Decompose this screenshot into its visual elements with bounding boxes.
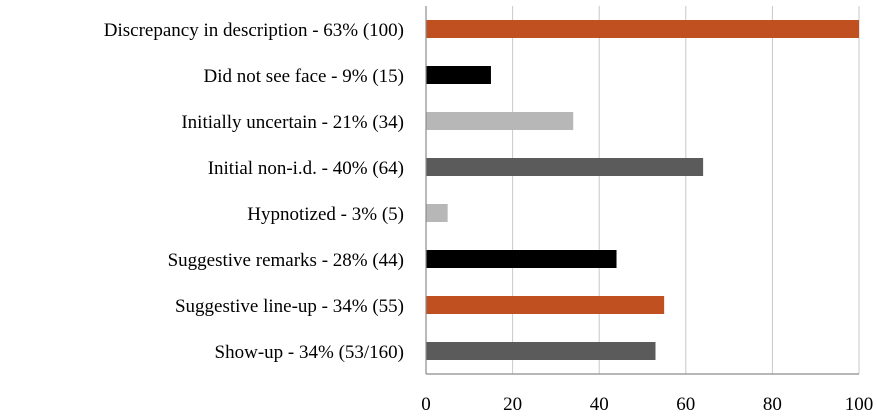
- bar: [426, 296, 665, 314]
- bar: [426, 158, 704, 176]
- bar: [426, 20, 859, 38]
- category-label: Initially uncertain - 21% (34): [181, 112, 404, 133]
- x-tick-label: 100: [845, 394, 874, 415]
- axes: [425, 6, 859, 375]
- bar: [426, 112, 574, 130]
- bar: [426, 204, 448, 222]
- x-tick-label: 20: [503, 394, 522, 415]
- bars: [426, 20, 859, 360]
- bar: [426, 250, 617, 268]
- category-label: Hypnotized - 3% (5): [247, 204, 404, 225]
- x-tick-labels: 0 20 40 60 80 100: [421, 394, 873, 415]
- category-label: Did not see face - 9% (15): [204, 66, 404, 87]
- bar: [426, 66, 491, 84]
- x-tick-label: 60: [676, 394, 695, 415]
- category-label: Suggestive remarks - 28% (44): [168, 250, 404, 271]
- grid-lines: [512, 6, 860, 374]
- category-label: Suggestive line-up - 34% (55): [175, 296, 404, 317]
- x-tick-label: 80: [763, 394, 782, 415]
- category-label: Initial non-i.d. - 40% (64): [208, 158, 404, 179]
- category-label: Discrepancy in description - 63% (100): [104, 20, 404, 41]
- x-tick-label: 40: [590, 394, 609, 415]
- category-label: Show-up - 34% (53/160): [215, 342, 404, 363]
- bar: [426, 342, 656, 360]
- category-labels: Discrepancy in description - 63% (100) Di…: [104, 20, 404, 363]
- x-tick-label: 0: [421, 394, 431, 415]
